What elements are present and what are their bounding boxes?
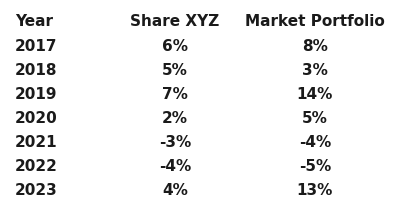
- Text: 6%: 6%: [162, 39, 188, 54]
- Text: 13%: 13%: [297, 183, 333, 198]
- Text: -4%: -4%: [299, 135, 331, 150]
- Text: 2021: 2021: [15, 135, 58, 150]
- Text: 2023: 2023: [15, 183, 58, 198]
- Text: -3%: -3%: [159, 135, 191, 150]
- Text: Year: Year: [15, 14, 53, 29]
- Text: 3%: 3%: [302, 63, 328, 78]
- Text: Market Portfolio: Market Portfolio: [245, 14, 385, 29]
- Text: 2017: 2017: [15, 39, 58, 54]
- Text: 2019: 2019: [15, 87, 58, 102]
- Text: 2020: 2020: [15, 111, 58, 126]
- Text: -4%: -4%: [159, 159, 191, 174]
- Text: 5%: 5%: [302, 111, 328, 126]
- Text: 4%: 4%: [162, 183, 188, 198]
- Text: Share XYZ: Share XYZ: [130, 14, 220, 29]
- Text: 2022: 2022: [15, 159, 58, 174]
- Text: 8%: 8%: [302, 39, 328, 54]
- Text: 7%: 7%: [162, 87, 188, 102]
- Text: 2018: 2018: [15, 63, 58, 78]
- Text: -5%: -5%: [299, 159, 331, 174]
- Text: 2%: 2%: [162, 111, 188, 126]
- Text: 14%: 14%: [297, 87, 333, 102]
- Text: 5%: 5%: [162, 63, 188, 78]
